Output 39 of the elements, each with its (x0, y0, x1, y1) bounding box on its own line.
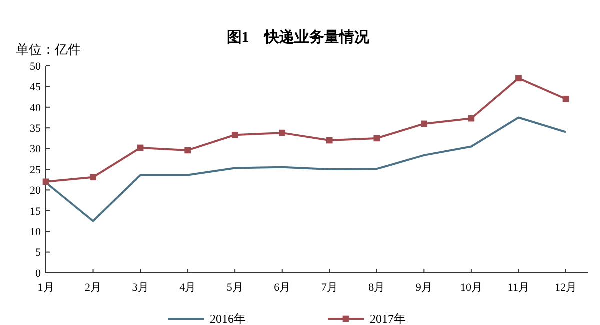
y-tick-label: 40 (30, 102, 42, 114)
x-tick-label: 5月 (226, 282, 244, 294)
x-tick-label: 1月 (38, 282, 54, 294)
y-tick-label: 15 (30, 206, 42, 218)
y-tick-label: 0 (36, 268, 42, 280)
x-tick-label: 10月 (460, 282, 482, 294)
x-tick-label: 7月 (321, 282, 338, 294)
point (137, 144, 144, 152)
point (232, 132, 238, 138)
x-tick-label: 11月 (508, 282, 530, 294)
y-tick-label: 50 (30, 60, 42, 73)
x-tick-label: 12月 (555, 282, 577, 294)
y-tick-label: 35 (30, 122, 42, 135)
x-tick-label: 9月 (416, 282, 432, 294)
chart-title: 图1 快递业务量情况 (226, 28, 370, 46)
x-tick-label: 2月 (85, 282, 102, 294)
x-tick-label: 3月 (132, 282, 149, 294)
y-tick-label: 30 (30, 144, 42, 156)
point (42, 178, 50, 186)
y-tick-label: 45 (30, 82, 42, 94)
point (279, 130, 286, 136)
point (374, 135, 380, 142)
y-tick-label: 20 (30, 185, 42, 198)
y-tick-label: 25 (30, 164, 42, 176)
point (562, 96, 570, 102)
point (184, 147, 191, 154)
legend-label: 2017年 (370, 312, 406, 325)
point (516, 75, 522, 82)
x-tick-label: 4月 (180, 282, 196, 294)
y-tick-label: 5 (36, 247, 42, 260)
point (468, 115, 475, 122)
x-tick-label: 6月 (274, 282, 291, 294)
y-tick-label: 10 (30, 226, 42, 238)
y-axis-title: 单位：亿件 (16, 42, 81, 57)
x-tick-label: 8月 (368, 282, 386, 294)
point (90, 174, 96, 181)
point (326, 137, 333, 144)
legend-label: 2016年 (210, 312, 246, 325)
point (421, 120, 428, 128)
